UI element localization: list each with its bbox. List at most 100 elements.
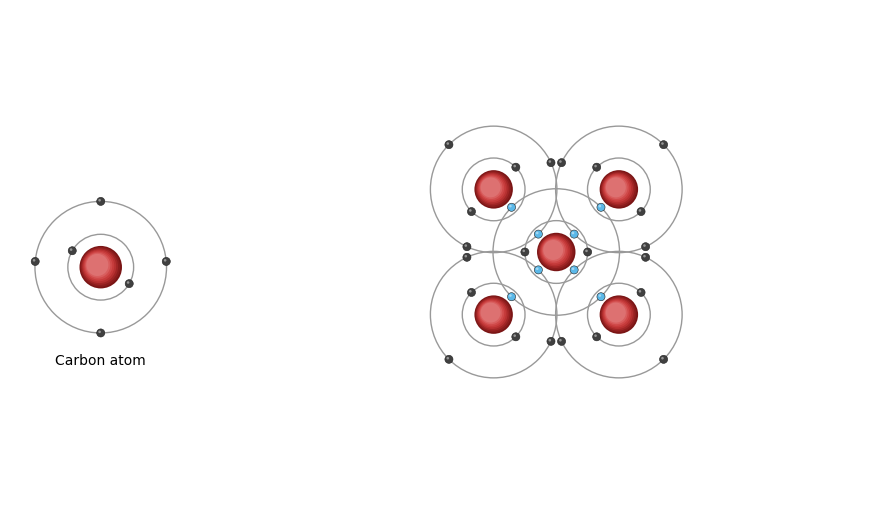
Circle shape <box>162 258 170 266</box>
Circle shape <box>481 303 500 323</box>
Circle shape <box>598 206 601 208</box>
Circle shape <box>601 172 636 208</box>
Circle shape <box>604 301 629 326</box>
Circle shape <box>601 297 636 333</box>
Circle shape <box>32 260 35 262</box>
Circle shape <box>606 303 625 323</box>
Circle shape <box>603 299 632 329</box>
Circle shape <box>98 331 101 333</box>
Circle shape <box>570 231 578 239</box>
Circle shape <box>513 335 516 337</box>
Circle shape <box>660 141 668 149</box>
Circle shape <box>598 295 601 297</box>
Circle shape <box>606 178 625 198</box>
Circle shape <box>536 232 539 235</box>
Circle shape <box>605 177 627 199</box>
Circle shape <box>84 252 112 280</box>
Circle shape <box>604 175 631 203</box>
Circle shape <box>639 210 641 212</box>
Circle shape <box>641 254 650 262</box>
Circle shape <box>538 234 574 270</box>
Circle shape <box>637 208 645 216</box>
Circle shape <box>507 293 516 301</box>
Circle shape <box>447 357 449 360</box>
Circle shape <box>547 159 555 167</box>
Circle shape <box>512 333 519 341</box>
Circle shape <box>594 335 597 337</box>
Circle shape <box>476 172 511 208</box>
Circle shape <box>593 333 601 341</box>
Circle shape <box>68 247 76 256</box>
Circle shape <box>547 338 555 346</box>
Circle shape <box>509 295 512 297</box>
Circle shape <box>463 254 471 262</box>
Circle shape <box>477 299 507 329</box>
Circle shape <box>468 289 476 297</box>
Circle shape <box>87 255 109 276</box>
Text: Carbon atom: Carbon atom <box>55 354 146 368</box>
Circle shape <box>597 204 605 212</box>
Circle shape <box>507 204 516 212</box>
Circle shape <box>605 302 627 325</box>
Circle shape <box>585 250 588 252</box>
Circle shape <box>548 339 551 342</box>
Circle shape <box>597 293 605 301</box>
Circle shape <box>127 282 130 284</box>
Circle shape <box>476 297 511 333</box>
Circle shape <box>637 289 645 297</box>
Circle shape <box>468 208 476 216</box>
Circle shape <box>464 245 467 247</box>
Circle shape <box>164 260 166 262</box>
Circle shape <box>125 280 133 288</box>
Circle shape <box>583 248 591 257</box>
Circle shape <box>594 166 597 168</box>
Circle shape <box>543 240 563 261</box>
Circle shape <box>481 178 500 198</box>
Circle shape <box>445 141 453 149</box>
Circle shape <box>479 301 504 326</box>
Circle shape <box>85 254 110 278</box>
Circle shape <box>542 239 565 262</box>
Circle shape <box>81 249 118 285</box>
Circle shape <box>570 266 578 274</box>
Circle shape <box>643 245 646 247</box>
Circle shape <box>540 237 569 265</box>
Circle shape <box>593 164 601 172</box>
Circle shape <box>82 250 117 283</box>
Circle shape <box>540 236 570 267</box>
Circle shape <box>521 248 529 257</box>
Circle shape <box>600 296 638 334</box>
Circle shape <box>548 161 551 164</box>
Circle shape <box>643 256 646 258</box>
Circle shape <box>509 206 512 208</box>
Circle shape <box>480 302 502 325</box>
Circle shape <box>513 166 516 168</box>
Circle shape <box>464 256 467 258</box>
Circle shape <box>83 251 114 282</box>
Circle shape <box>445 356 453 364</box>
Circle shape <box>80 246 122 289</box>
Circle shape <box>539 235 572 269</box>
Circle shape <box>537 233 576 272</box>
Circle shape <box>559 161 562 164</box>
Circle shape <box>478 175 505 203</box>
Circle shape <box>81 247 120 287</box>
Circle shape <box>557 338 566 346</box>
Circle shape <box>477 298 509 331</box>
Circle shape <box>475 296 512 334</box>
Circle shape <box>641 243 650 251</box>
Circle shape <box>602 298 634 331</box>
Circle shape <box>512 164 519 172</box>
Circle shape <box>477 174 507 205</box>
Circle shape <box>469 210 471 212</box>
Circle shape <box>661 357 664 360</box>
Circle shape <box>600 171 638 209</box>
Circle shape <box>557 159 566 167</box>
Circle shape <box>603 174 632 205</box>
Circle shape <box>96 198 105 206</box>
Circle shape <box>604 300 631 328</box>
Circle shape <box>463 243 471 251</box>
Circle shape <box>96 329 105 337</box>
Circle shape <box>522 250 525 252</box>
Circle shape <box>478 300 505 328</box>
